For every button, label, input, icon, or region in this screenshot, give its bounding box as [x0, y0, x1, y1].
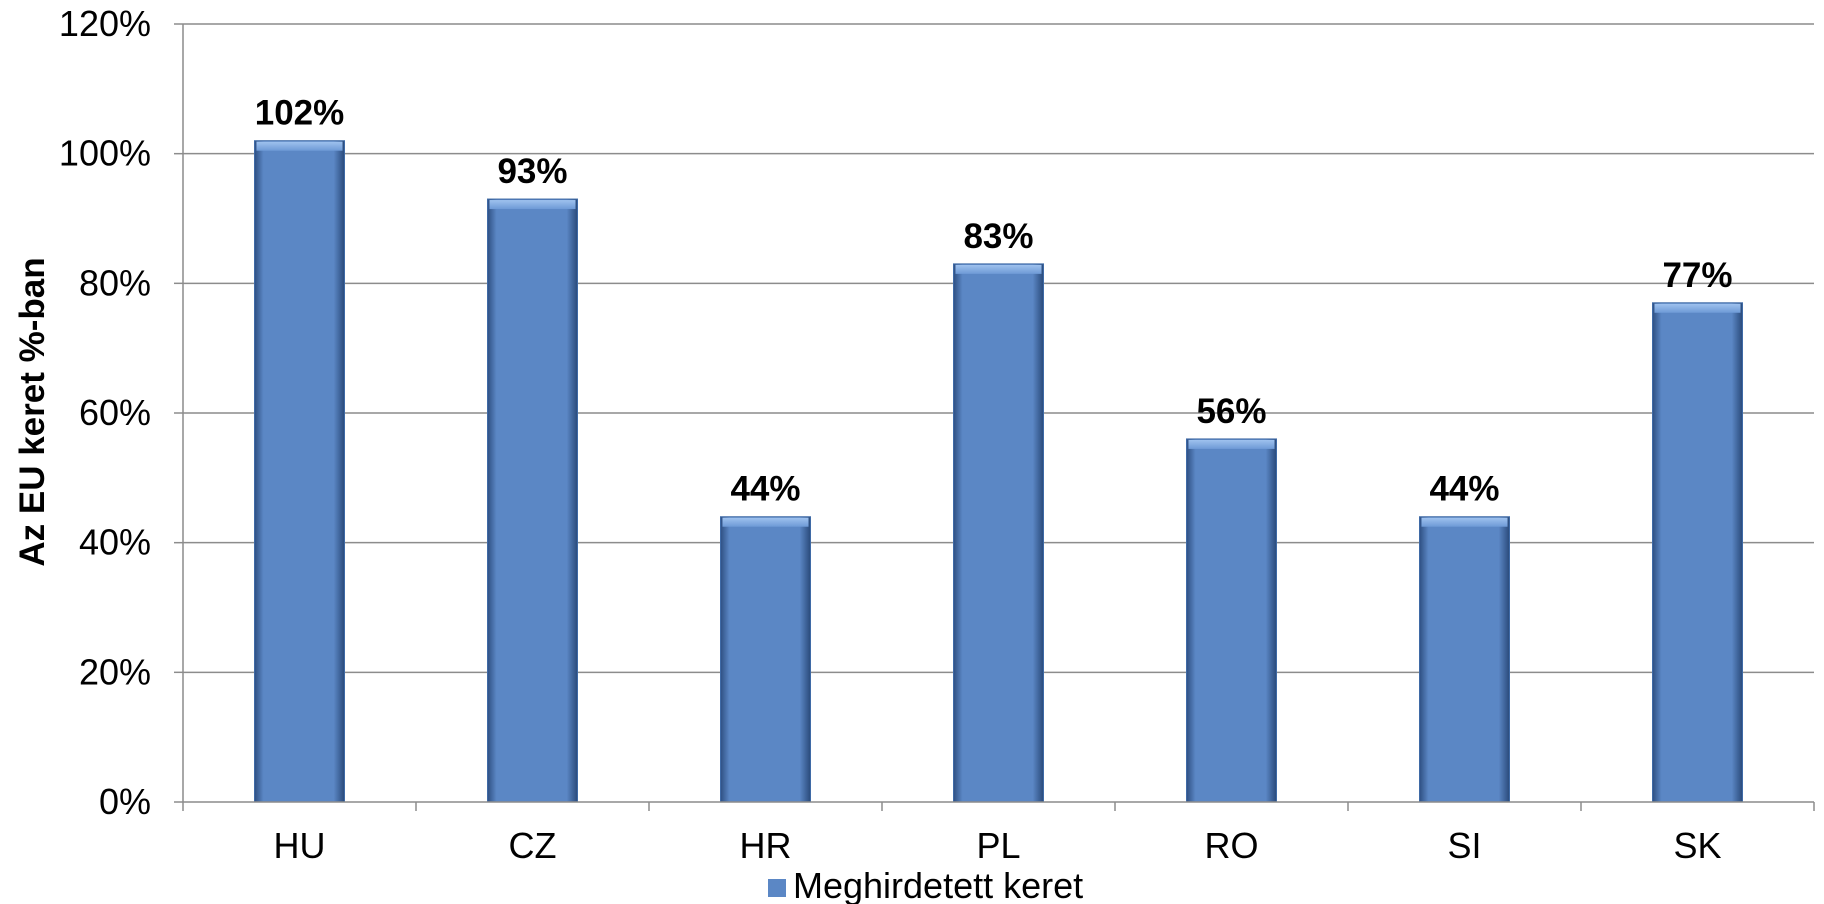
bar-body — [254, 140, 345, 803]
bar-highlight — [489, 200, 576, 210]
x-tick-label: HU — [274, 825, 326, 866]
bar — [254, 140, 345, 803]
y-tick-label: 0% — [99, 781, 151, 822]
bar-body — [720, 516, 811, 803]
bar-highlight — [256, 141, 343, 151]
x-tick-label: PL — [976, 825, 1020, 866]
y-tick-label: 120% — [59, 3, 151, 44]
legend-label: Meghirdetett keret — [793, 865, 1083, 904]
data-label: 44% — [730, 470, 800, 509]
y-tick-label: 80% — [79, 262, 151, 303]
bar-highlight — [722, 517, 809, 527]
bar — [720, 516, 811, 803]
y-tick-label: 20% — [79, 651, 151, 692]
x-tick-label: HR — [740, 825, 792, 866]
x-tick-label: SI — [1447, 825, 1481, 866]
bar — [1186, 438, 1277, 803]
bar-highlight — [1421, 517, 1508, 527]
bar-body — [1186, 438, 1277, 803]
data-label: 77% — [1662, 256, 1732, 295]
data-label: 56% — [1196, 392, 1266, 431]
legend-swatch — [768, 879, 786, 897]
bar-highlight — [1654, 303, 1741, 313]
y-tick-label: 60% — [79, 392, 151, 433]
axes — [182, 24, 1815, 811]
x-tick-label: SK — [1673, 825, 1721, 866]
data-labels: 102% 93% 44% 83% 56% 44% 77% — [255, 94, 1733, 509]
bar — [1419, 516, 1510, 803]
y-tick-label: 100% — [59, 133, 151, 174]
bar-highlight — [955, 264, 1042, 274]
bar-body — [953, 263, 1044, 803]
data-label: 83% — [963, 217, 1033, 256]
bar — [487, 198, 578, 803]
data-label: 44% — [1429, 470, 1499, 509]
y-tick-label: 40% — [79, 522, 151, 563]
data-label: 93% — [497, 152, 567, 191]
bar-highlight — [1188, 439, 1275, 449]
bar-body — [487, 198, 578, 803]
legend: Meghirdetett keret — [768, 865, 1083, 904]
x-tick-label: RO — [1205, 825, 1259, 866]
x-tick-label: CZ — [509, 825, 557, 866]
bar-body — [1419, 516, 1510, 803]
y-axis-ticks: 0% 20% 40% 60% 80% 100% 120% — [59, 3, 183, 822]
bar — [953, 263, 1044, 803]
data-label: 102% — [255, 94, 345, 133]
x-axis-labels: HU CZ HR PL RO SI SK — [274, 825, 1722, 866]
y-axis-title: Az EU keret %-ban — [13, 257, 52, 566]
bars — [254, 140, 1743, 803]
bar — [1652, 302, 1743, 803]
bar-body — [1652, 302, 1743, 803]
